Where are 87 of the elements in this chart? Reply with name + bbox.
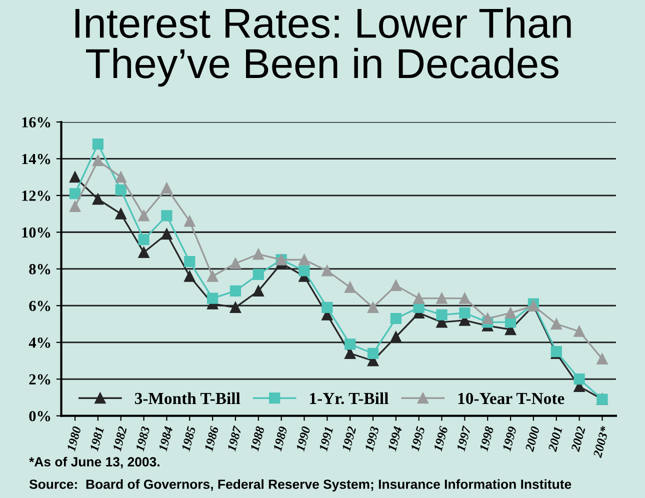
point (69, 188, 81, 200)
point (550, 318, 562, 330)
point (69, 200, 81, 212)
x-tick-label: 1992 (342, 426, 356, 452)
x-tick-label: 1985 (181, 426, 196, 452)
y-tick-label: 16% (22, 117, 50, 128)
point (161, 182, 172, 194)
point (230, 302, 242, 314)
point (504, 307, 516, 319)
point (207, 270, 218, 282)
point (344, 338, 356, 350)
point (436, 292, 448, 304)
point (574, 326, 585, 337)
point (596, 353, 608, 364)
x-tick-label: 1996 (434, 426, 448, 452)
x-tick-label: 1980 (66, 426, 82, 452)
point (574, 374, 585, 385)
y-tick-label: 14% (22, 154, 50, 164)
point (298, 265, 310, 276)
x-tick-label: 1991 (318, 426, 334, 452)
point (436, 309, 448, 320)
point (138, 246, 150, 258)
x-tick-label: 2002 (570, 426, 586, 452)
point (252, 268, 264, 280)
point (459, 292, 470, 304)
point (230, 258, 242, 269)
point (69, 172, 81, 183)
point (161, 210, 172, 222)
y-tick-label: 0% (29, 410, 50, 422)
point (367, 302, 379, 314)
y-tick-label: 8% (29, 264, 50, 274)
point (322, 265, 333, 276)
legend-label: 10-Year T-Note (458, 392, 564, 404)
point (459, 307, 470, 319)
point (184, 270, 196, 282)
point (115, 208, 126, 220)
y-tick-label: 12% (22, 190, 50, 201)
x-tick-label: 1986 (204, 426, 219, 452)
x-tick-label: 1982 (112, 426, 128, 452)
point (115, 172, 126, 183)
point (252, 248, 264, 260)
point (92, 155, 104, 166)
x-tick-label: 1990 (296, 426, 310, 452)
legend-label: 1-Yr. T-Bill (310, 392, 388, 404)
y-tick-label: 10% (22, 227, 50, 238)
point (298, 254, 310, 266)
point (92, 194, 104, 205)
point (207, 292, 218, 304)
source-note: Source: Board of Governors, Federal Reserve System; Insurance Information Institute (29, 479, 572, 492)
x-tick-label: 2001 (548, 426, 562, 452)
point (252, 285, 264, 297)
x-tick-label: 1998 (479, 426, 494, 452)
point (322, 302, 333, 314)
x-tick-label: 1984 (158, 426, 173, 452)
point (161, 228, 172, 240)
y-tick-label: 4% (28, 338, 50, 348)
x-tick-label: 1999 (502, 426, 517, 452)
x-tick-label: 1994 (388, 426, 402, 452)
y-tick-label: 6% (29, 300, 50, 312)
point (138, 210, 150, 222)
point (184, 256, 196, 268)
x-tick-label: 1981 (90, 426, 104, 452)
text: *As of June 13, 2003. (29, 456, 160, 468)
chart-title: Interest Rates: Lower Than They’ve Been in Decades (75, 7, 571, 87)
point (390, 312, 402, 324)
point (344, 282, 356, 293)
x-tick-label: 1987 (227, 425, 242, 452)
x-tick-label: 2003* (593, 426, 610, 458)
x-tick-label: 1989 (273, 426, 288, 452)
y-tick-label: 2% (29, 374, 50, 385)
point (230, 285, 242, 297)
point (390, 331, 402, 342)
x-tick-label: 1993 (364, 426, 380, 452)
x-tick-label: 2000 (525, 426, 540, 452)
point (367, 348, 379, 359)
point (138, 234, 150, 246)
point (390, 280, 402, 292)
legend-label: 3-Month T-Bill (134, 392, 240, 404)
x-tick-label: 1997 (456, 425, 472, 452)
point (482, 312, 494, 324)
x-tick-label: 1988 (250, 426, 265, 452)
point (92, 138, 104, 150)
point (184, 216, 196, 227)
x-tick-label: 1983 (136, 426, 150, 452)
point (413, 292, 424, 304)
point (115, 184, 126, 196)
x-tick-label: 1995 (410, 426, 426, 452)
